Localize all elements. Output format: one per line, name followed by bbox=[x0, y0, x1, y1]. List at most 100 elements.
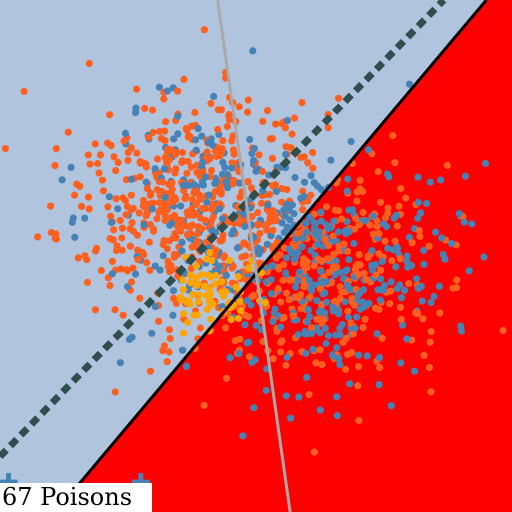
cluster-upper-left-point bbox=[81, 214, 89, 222]
cluster-upper-left-point bbox=[228, 159, 236, 167]
cluster-upper-left-point bbox=[183, 169, 191, 177]
cluster-lower-right-point bbox=[430, 292, 438, 301]
cluster-lower-right-point bbox=[332, 257, 340, 265]
cluster-upper-left-point bbox=[142, 178, 150, 186]
cluster-upper-left-point bbox=[193, 168, 201, 176]
poison-points-point bbox=[218, 288, 226, 296]
cluster-lower-right-point bbox=[403, 335, 411, 343]
cluster-upper-left-point bbox=[174, 87, 182, 95]
poison-points-point bbox=[180, 310, 188, 318]
cluster-upper-left-point bbox=[166, 335, 174, 343]
cluster-upper-left-point bbox=[244, 178, 252, 186]
cluster-lower-right-point bbox=[387, 278, 395, 286]
cluster-upper-left-point bbox=[281, 124, 289, 132]
cluster-upper-left-point bbox=[129, 227, 138, 235]
cluster-lower-right-point bbox=[407, 262, 416, 270]
cluster-lower-right-point bbox=[296, 268, 304, 276]
cluster-lower-right-point bbox=[336, 268, 344, 276]
cluster-lower-right-point bbox=[299, 206, 307, 214]
cluster-lower-right-point bbox=[239, 432, 247, 440]
cluster-upper-left-point bbox=[282, 150, 290, 159]
cluster-lower-right-point bbox=[201, 216, 209, 224]
cluster-upper-left-point bbox=[118, 246, 126, 254]
poison-count-label: 67 Poisons bbox=[0, 483, 153, 512]
cluster-upper-left-point bbox=[34, 233, 42, 241]
cluster-lower-right-point bbox=[355, 221, 363, 229]
cluster-upper-left-point bbox=[67, 163, 75, 171]
cluster-lower-right-point bbox=[391, 159, 399, 167]
cluster-lower-right-point bbox=[378, 257, 386, 265]
cluster-lower-right-point bbox=[297, 305, 305, 313]
cluster-lower-right-point bbox=[254, 244, 262, 252]
cluster-lower-right-point bbox=[438, 234, 446, 242]
cluster-lower-right-point bbox=[313, 240, 321, 249]
cluster-lower-right-point bbox=[283, 116, 292, 125]
cluster-upper-left-point bbox=[84, 151, 92, 159]
poison-points-point bbox=[226, 256, 234, 264]
cluster-upper-left-point bbox=[134, 256, 142, 264]
cluster-upper-left-point bbox=[244, 108, 252, 116]
cluster-lower-right-point bbox=[389, 132, 397, 140]
cluster-lower-right-point bbox=[344, 247, 352, 255]
poison-points-point bbox=[194, 298, 203, 306]
cluster-lower-right-point bbox=[208, 227, 216, 235]
cluster-lower-right-point bbox=[231, 337, 239, 345]
cluster-lower-right-point bbox=[420, 351, 428, 359]
cluster-upper-left-point bbox=[133, 149, 141, 157]
cluster-upper-left-point bbox=[111, 306, 119, 314]
cluster-upper-left-point bbox=[203, 148, 211, 156]
poison-points-point bbox=[234, 314, 243, 322]
cluster-upper-left-point bbox=[134, 246, 142, 254]
cluster-lower-right-point bbox=[177, 202, 185, 210]
cluster-lower-right-point bbox=[329, 263, 337, 271]
cluster-lower-right-point bbox=[378, 334, 386, 342]
poison-points-point bbox=[205, 297, 213, 305]
cluster-lower-right-point bbox=[212, 246, 220, 254]
cluster-upper-left-point bbox=[20, 87, 28, 95]
cluster-upper-left-point bbox=[264, 201, 272, 209]
cluster-lower-right-point bbox=[184, 231, 192, 239]
cluster-lower-right-point bbox=[420, 260, 428, 268]
cluster-upper-left-point bbox=[200, 26, 208, 34]
cluster-upper-left-point bbox=[317, 217, 325, 225]
cluster-lower-right-point bbox=[499, 326, 507, 335]
cluster-lower-right-point bbox=[160, 342, 168, 350]
cluster-lower-right-point bbox=[291, 173, 299, 182]
cluster-upper-left-point bbox=[165, 156, 173, 164]
cluster-lower-right-point bbox=[222, 374, 231, 382]
cluster-lower-right-point bbox=[218, 145, 226, 153]
cluster-upper-left-point bbox=[1, 145, 9, 153]
cluster-upper-left-point bbox=[161, 127, 169, 135]
cluster-lower-right-point bbox=[211, 179, 219, 188]
cluster-upper-left-point bbox=[170, 294, 178, 302]
cluster-lower-right-point bbox=[395, 202, 403, 210]
cluster-lower-right-point bbox=[285, 296, 293, 304]
cluster-lower-right-point bbox=[269, 226, 277, 234]
cluster-lower-right-point bbox=[267, 290, 276, 298]
cluster-lower-right-point bbox=[279, 276, 287, 284]
cluster-lower-right-point bbox=[186, 132, 194, 140]
cluster-upper-left-point bbox=[256, 229, 264, 238]
cluster-lower-right-point bbox=[298, 243, 306, 251]
cluster-lower-right-point bbox=[269, 318, 277, 326]
cluster-lower-right-point bbox=[307, 247, 315, 255]
cluster-lower-right-point bbox=[342, 365, 350, 374]
cluster-lower-right-point bbox=[278, 219, 286, 227]
cluster-lower-right-point bbox=[386, 300, 394, 308]
cluster-lower-right-point bbox=[272, 187, 280, 195]
cluster-lower-right-point bbox=[354, 260, 362, 269]
cluster-upper-left-point bbox=[193, 188, 201, 196]
cluster-lower-right-point bbox=[343, 281, 351, 290]
cluster-upper-left-point bbox=[106, 282, 114, 290]
cluster-lower-right-point bbox=[356, 289, 364, 297]
cluster-lower-right-point bbox=[392, 263, 400, 271]
cluster-upper-left-point bbox=[193, 237, 201, 245]
decision-boundaries bbox=[0, 0, 488, 512]
cluster-lower-right-point bbox=[403, 252, 411, 260]
cluster-lower-right-point bbox=[375, 305, 383, 314]
cluster-lower-right-point bbox=[329, 232, 337, 240]
cluster-lower-right-point bbox=[321, 309, 329, 317]
cluster-upper-left-point bbox=[208, 141, 217, 149]
cluster-upper-left-point bbox=[111, 388, 119, 396]
